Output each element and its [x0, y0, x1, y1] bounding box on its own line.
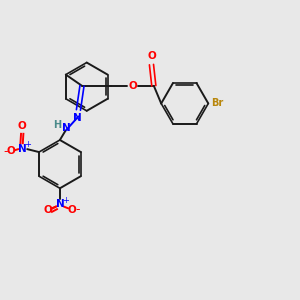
Text: -: -	[3, 145, 8, 158]
Text: O: O	[68, 205, 76, 215]
Text: +: +	[25, 140, 32, 149]
Text: O: O	[128, 81, 137, 91]
Text: O: O	[18, 121, 27, 131]
Text: N: N	[62, 123, 71, 133]
Text: H: H	[53, 120, 61, 130]
Text: N: N	[73, 113, 81, 124]
Text: +: +	[62, 196, 69, 206]
Text: N: N	[56, 200, 64, 209]
Text: O: O	[43, 205, 52, 215]
Text: O: O	[147, 51, 156, 61]
Text: N: N	[18, 144, 27, 154]
Text: O: O	[6, 146, 15, 157]
Text: -: -	[75, 203, 80, 216]
Text: Br: Br	[211, 98, 224, 109]
